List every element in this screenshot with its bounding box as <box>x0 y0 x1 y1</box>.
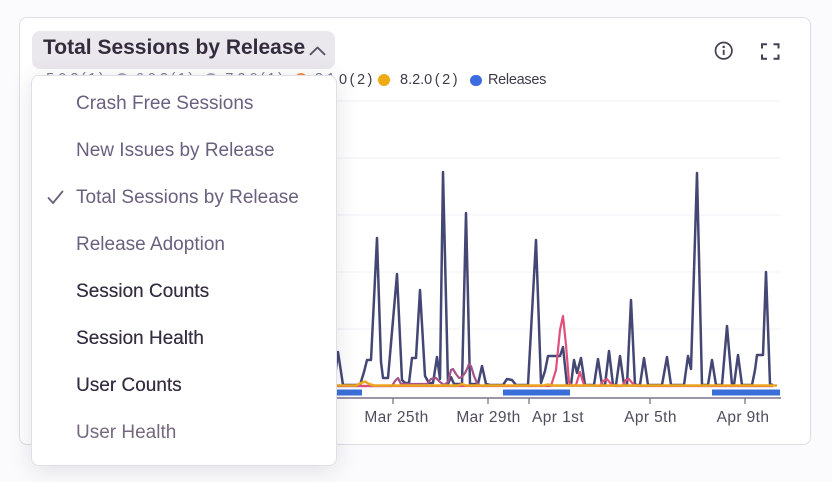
svg-text:Mar 25th: Mar 25th <box>364 409 428 426</box>
svg-text:Apr 1st: Apr 1st <box>532 409 584 426</box>
svg-text:Apr 5th: Apr 5th <box>624 409 677 426</box>
svg-text:Mar 29th: Mar 29th <box>456 409 520 426</box>
svg-text:Apr 9th: Apr 9th <box>717 409 770 426</box>
